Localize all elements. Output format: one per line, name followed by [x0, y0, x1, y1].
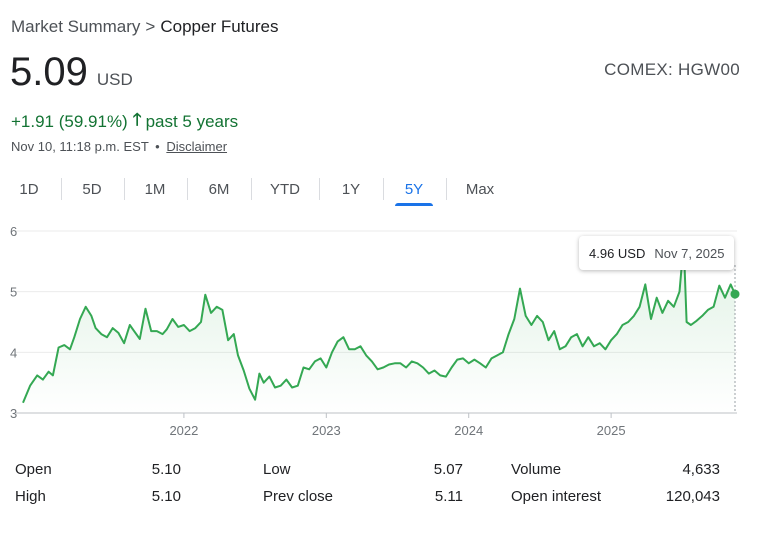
- tab-1d[interactable]: 1D: [11, 172, 47, 206]
- tab-label: 1M: [144, 180, 166, 198]
- tab-label: 1D: [19, 180, 39, 198]
- stat-value-prev-close: 5.11: [434, 488, 463, 505]
- tab-label: 1Y: [341, 180, 361, 198]
- stat-label-open: Open: [15, 461, 52, 478]
- stats-row: Open 5.10 Low 5.07 Volume 4,633: [0, 461, 780, 485]
- x-tick-label: 2022: [169, 423, 198, 438]
- tab-1y[interactable]: 1Y: [333, 172, 369, 206]
- tooltip-price: 4.96 USD: [589, 245, 646, 261]
- tab-divider: [446, 178, 447, 200]
- breadcrumb: Market Summary > Copper Futures: [11, 17, 278, 37]
- price-chart[interactable]: 3 4 5 6 2022 2023 2024 2025: [0, 215, 780, 440]
- tab-1m[interactable]: 1M: [137, 172, 173, 206]
- exchange-symbol: COMEX: HGW00: [604, 60, 740, 79]
- stat-label-open-interest: Open interest: [511, 488, 602, 505]
- price-change: +1.91 (59.91%) 🡑 past 5 years: [11, 107, 238, 136]
- quote-meta: Nov 10, 11:18 p.m. EST • Disclaimer: [11, 139, 227, 154]
- hover-point: [730, 289, 740, 299]
- breadcrumb-current: Copper Futures: [160, 17, 279, 36]
- x-tick-label: 2024: [454, 423, 483, 438]
- chart-tooltip: 4.96 USD Nov 7, 2025: [579, 236, 735, 270]
- tab-5d[interactable]: 5D: [74, 172, 110, 206]
- stat-value-open-interest: 120,043: [665, 488, 720, 505]
- x-tick-label: 2023: [312, 423, 341, 438]
- currency-label: USD: [96, 70, 133, 89]
- tooltip-date: Nov 7, 2025: [654, 245, 725, 261]
- active-tab-indicator: [395, 203, 433, 206]
- disclaimer-link[interactable]: Disclaimer: [166, 139, 228, 154]
- tab-divider: [319, 178, 320, 200]
- y-tick-label: 5: [10, 285, 17, 300]
- tab-divider: [124, 178, 125, 200]
- tab-divider: [61, 178, 62, 200]
- stat-label-prev-close: Prev close: [263, 488, 334, 505]
- tab-label: 6M: [208, 180, 230, 198]
- breadcrumb-parent[interactable]: Market Summary: [11, 17, 141, 36]
- price-area: [23, 243, 735, 413]
- arrow-up-icon: 🡑: [132, 110, 142, 129]
- y-tick-label: 3: [10, 406, 17, 421]
- meta-separator: •: [155, 139, 160, 154]
- stat-label-low: Low: [263, 461, 291, 478]
- stat-label-high: High: [15, 488, 46, 505]
- tab-label: 5D: [82, 180, 102, 198]
- price-row: 5.09 USD: [10, 52, 133, 92]
- tab-label: Max: [465, 180, 495, 198]
- y-tick-label: 4: [10, 345, 17, 360]
- tab-divider: [251, 178, 252, 200]
- tab-divider: [383, 178, 384, 200]
- tab-6m[interactable]: 6M: [201, 172, 237, 206]
- tab-5y[interactable]: 5Y: [395, 172, 433, 206]
- breadcrumb-separator: >: [145, 17, 156, 36]
- tab-label: 5Y: [404, 180, 424, 198]
- x-tick-label: 2025: [597, 423, 626, 438]
- stat-value-low: 5.07: [433, 461, 463, 478]
- tab-ytd[interactable]: YTD: [262, 172, 308, 206]
- price-line: [22, 242, 736, 404]
- tab-max[interactable]: Max: [459, 172, 501, 206]
- y-tick-label: 6: [10, 224, 17, 239]
- quote-timestamp: Nov 10, 11:18 p.m. EST: [11, 139, 149, 154]
- range-tabs: 1D 5D 1M 6M YTD 1Y 5Y Max: [0, 172, 540, 208]
- stats-row: High 5.10 Prev close 5.11 Open interest 120,0…: [0, 488, 780, 512]
- change-period: past 5 years: [145, 111, 239, 131]
- change-value: +1.91 (59.91%): [11, 111, 128, 131]
- tab-label: YTD: [270, 180, 300, 198]
- stat-value-high: 5.10: [151, 488, 181, 505]
- stat-value-open: 5.10: [151, 461, 181, 478]
- stat-value-volume: 4,633: [682, 461, 720, 478]
- tab-divider: [187, 178, 188, 200]
- stat-label-volume: Volume: [511, 461, 562, 478]
- current-price: 5.09: [10, 50, 88, 94]
